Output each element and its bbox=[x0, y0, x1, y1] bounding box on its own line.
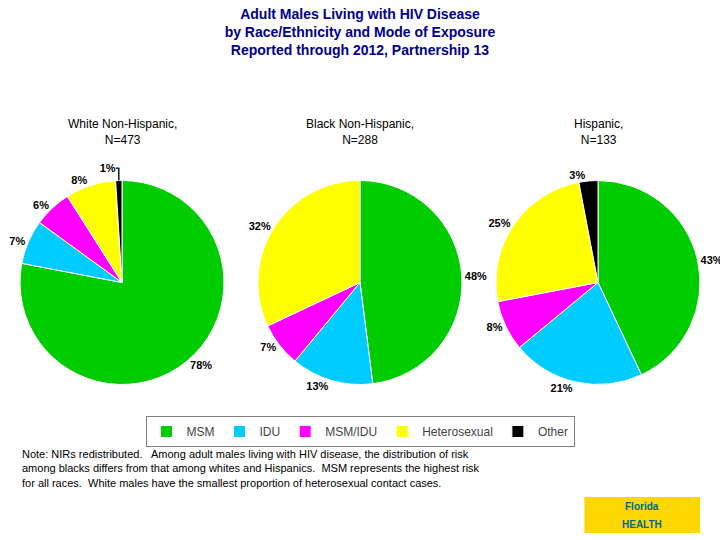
svg-text:Florida: Florida bbox=[625, 501, 659, 512]
svg-text:Other: Other bbox=[538, 425, 568, 439]
svg-text:7%: 7% bbox=[260, 341, 276, 353]
svg-text:8%: 8% bbox=[71, 174, 87, 186]
svg-text:MSM/IDU: MSM/IDU bbox=[325, 425, 377, 439]
svg-text:13%: 13% bbox=[306, 380, 328, 392]
svg-text:HEALTH: HEALTH bbox=[622, 519, 662, 530]
svg-text:32%: 32% bbox=[249, 220, 271, 232]
svg-text:MSM: MSM bbox=[187, 425, 215, 439]
svg-text:Note: NIRs redistributed. Am: Note: NIRs redistributed. Among adult ma… bbox=[22, 448, 480, 489]
svg-text:3%: 3% bbox=[569, 169, 585, 181]
svg-text:Black Non-Hispanic,N=288: Black Non-Hispanic,N=288 bbox=[306, 117, 414, 147]
svg-text:25%: 25% bbox=[488, 217, 510, 229]
svg-text:21%: 21% bbox=[551, 382, 573, 394]
svg-text:48%: 48% bbox=[465, 270, 487, 282]
svg-text:43%: 43% bbox=[701, 254, 720, 266]
svg-text:Hispanic,N=133: Hispanic,N=133 bbox=[574, 117, 623, 147]
svg-text:6%: 6% bbox=[33, 199, 49, 211]
svg-text:7%: 7% bbox=[9, 235, 25, 247]
svg-text:White Non-Hispanic,N=473: White Non-Hispanic,N=473 bbox=[68, 117, 177, 147]
svg-text:Heterosexual: Heterosexual bbox=[422, 425, 493, 439]
svg-text:Adult Males Living with HIV Di: Adult Males Living with HIV Diseaseby Ra… bbox=[225, 6, 496, 58]
svg-text:78%: 78% bbox=[190, 359, 212, 371]
svg-text:8%: 8% bbox=[487, 321, 503, 333]
svg-text:IDU: IDU bbox=[260, 425, 281, 439]
svg-text:1%: 1% bbox=[100, 162, 116, 174]
